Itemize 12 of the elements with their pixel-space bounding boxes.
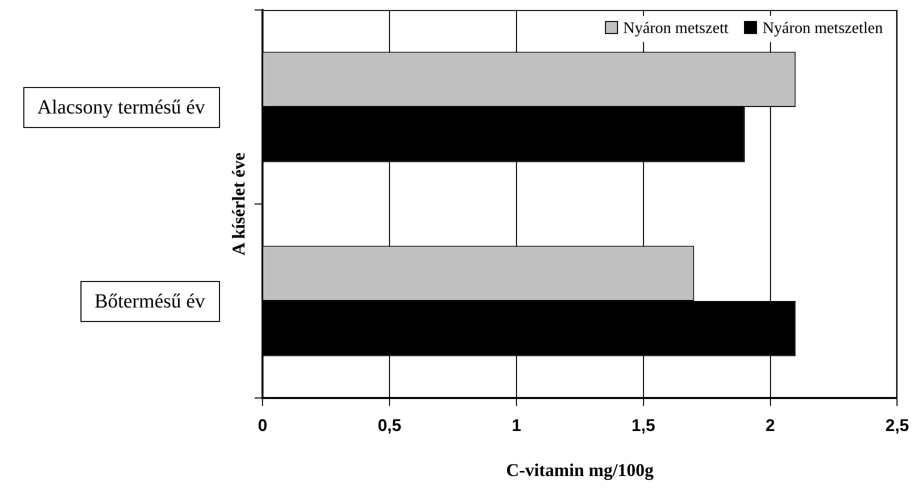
y-tick-label: Bőtermésű év xyxy=(94,290,206,312)
legend-label: Nyáron metszetlen xyxy=(761,20,883,38)
x-tick-label: 0 xyxy=(258,416,268,435)
y-axis-title: A kísérlet éve xyxy=(228,152,248,256)
x-tick-label: 2 xyxy=(766,416,775,435)
y-tick-label: Alacsony termésű év xyxy=(37,96,206,118)
x-tick-label: 1 xyxy=(512,416,522,435)
legend-label: Nyáron metszett xyxy=(622,20,728,38)
x-tick-label: 1,5 xyxy=(632,416,656,435)
x-tick-label: 0,5 xyxy=(378,416,402,435)
x-axis-title: C-vitamin mg/100g xyxy=(506,460,654,480)
x-tick-label: 2,5 xyxy=(885,416,910,435)
